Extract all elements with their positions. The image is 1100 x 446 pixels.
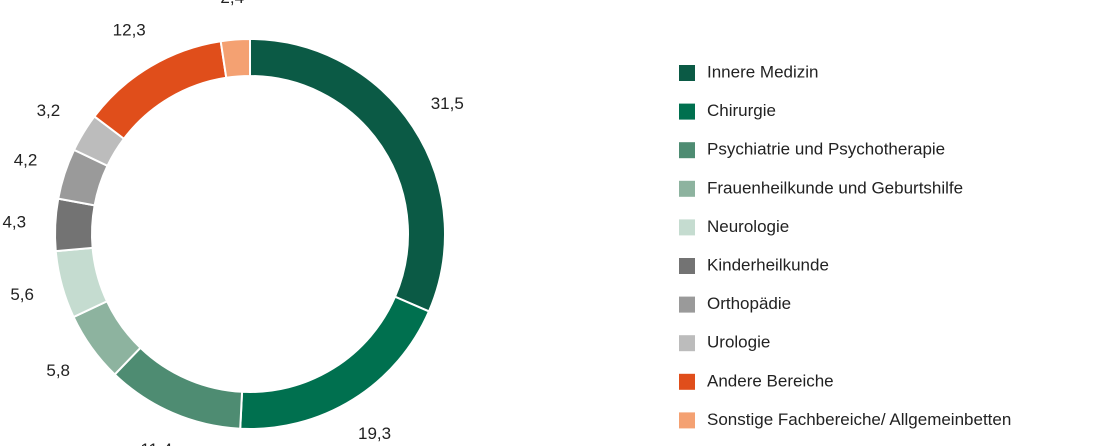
legend-swatch <box>679 219 695 236</box>
data-label: 2,4 <box>220 0 244 7</box>
legend-label: Neurologie <box>707 217 789 236</box>
data-label: 31,5 <box>431 94 464 113</box>
legend-swatch <box>679 412 695 429</box>
legend-label: Orthopädie <box>707 294 791 313</box>
data-label: 19,3 <box>358 424 391 443</box>
data-label: 4,3 <box>2 212 26 231</box>
legend-swatch <box>679 103 695 120</box>
donut-segment <box>93 40 228 141</box>
legend-swatch <box>679 65 695 81</box>
legend-label: Innere Medizin <box>707 62 819 81</box>
data-label: 3,2 <box>37 101 61 120</box>
donut-segment <box>239 295 431 430</box>
legend-label: Chirurgie <box>707 101 776 120</box>
legend-label: Frauenheilkunde und Geburtshilfe <box>707 178 963 197</box>
legend-label: Psychiatrie und Psychotherapie <box>707 140 945 159</box>
legend-swatch <box>679 335 695 352</box>
legend-swatch <box>679 258 695 274</box>
data-label: 4,2 <box>14 151 38 170</box>
donut-segment <box>113 346 244 430</box>
data-label: 5,6 <box>10 285 34 304</box>
legend-swatch <box>679 142 695 159</box>
legend-label: Urologie <box>707 333 770 352</box>
legend-swatch <box>679 296 695 313</box>
data-label: 11,4 <box>140 440 172 446</box>
legend-swatch <box>679 180 695 197</box>
legend-label: Andere Bereiche <box>707 371 834 390</box>
legend-label: Sonstige Fachbereiche/ Allgemeinbetten <box>707 410 1011 429</box>
donut-segment <box>249 37 446 313</box>
legend-label: Kinderheilkunde <box>707 255 829 274</box>
donut-segment <box>219 37 251 79</box>
data-label: 5,8 <box>46 361 70 380</box>
donut-segment <box>54 197 96 253</box>
data-label: 12,3 <box>113 21 146 40</box>
legend-swatch <box>679 373 695 390</box>
